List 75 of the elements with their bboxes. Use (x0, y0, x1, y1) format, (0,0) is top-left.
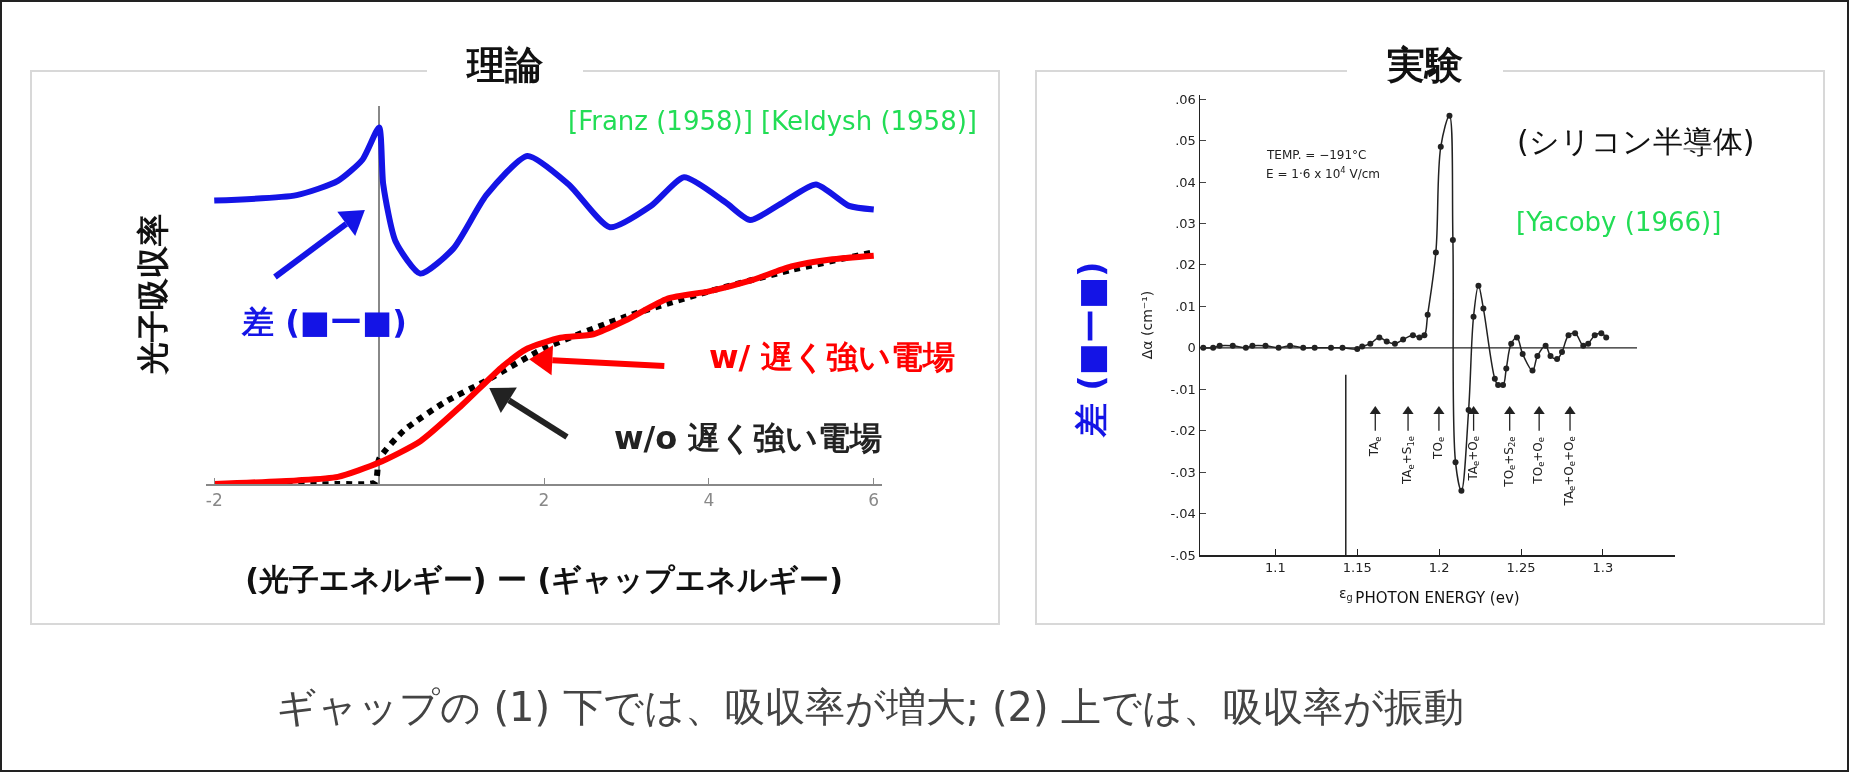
annotation: TEMP. = −191°C (1266, 148, 1367, 162)
point (1437, 143, 1444, 150)
text: ギャップの (1) 下では、吸収率が増大; (2) 上では、吸収率が振動 (274, 683, 1466, 732)
point (1519, 351, 1526, 358)
annotation: E = 1·6 x 10$^{4}$ V/cm (1266, 165, 1381, 182)
x-tick-label: 1.1 (1265, 560, 1286, 576)
point (1500, 382, 1507, 389)
point (1572, 330, 1579, 337)
y-tick-label: 0 (1187, 340, 1196, 356)
point (1432, 249, 1439, 256)
y-tick-label: .02 (1175, 257, 1196, 273)
point (1383, 338, 1390, 345)
annotation: w/o 遅く強い電場 (614, 419, 883, 457)
point (1376, 334, 1383, 341)
point (1491, 375, 1498, 382)
x-tick-label: 1.15 (1342, 560, 1372, 576)
x-tick-label: 1.3 (1592, 560, 1614, 576)
point (1421, 332, 1428, 339)
point (1391, 340, 1398, 347)
point (1547, 353, 1554, 360)
point (1446, 112, 1453, 119)
point (1554, 355, 1561, 362)
x-tick-label: 1.2 (1428, 560, 1450, 576)
x-tick-label: 6 (868, 489, 880, 510)
point (1229, 342, 1236, 349)
text: 差 (■ー■) (1070, 261, 1111, 438)
point (1598, 330, 1605, 337)
x-tick-label: 2 (538, 489, 550, 510)
annotation: (シリコン半導体) (1517, 124, 1755, 159)
point (1449, 237, 1456, 244)
point (1503, 365, 1510, 372)
point (1603, 334, 1610, 341)
point (1558, 348, 1565, 355)
point (1367, 340, 1374, 347)
annotation: 差 (■ー■) (241, 303, 407, 341)
point (1508, 340, 1515, 347)
chart-title: 理論 (427, 40, 583, 91)
point (1534, 353, 1541, 360)
point (1513, 334, 1520, 341)
point (1565, 332, 1572, 339)
x-axis-title: (光子エネルギー) ー (ギャップエネルギー) (245, 562, 843, 598)
y-tick-label: .06 (1175, 91, 1196, 107)
point (1424, 311, 1431, 318)
point (1416, 334, 1423, 341)
y-tick-label: -.02 (1170, 423, 1196, 439)
point (1480, 305, 1487, 312)
annotation: w/ 遅く強い電場 (709, 338, 956, 376)
x-tick-label: -2 (205, 489, 223, 510)
x-tick-label: 4 (703, 489, 715, 510)
y-tick-label: .05 (1175, 133, 1196, 149)
x-tick-label: 1.25 (1506, 560, 1536, 576)
point (1591, 332, 1598, 339)
point (1470, 313, 1477, 320)
point (1585, 340, 1592, 347)
y-tick-label: .01 (1175, 298, 1196, 314)
point (1452, 459, 1459, 466)
point (1409, 332, 1416, 339)
point (1400, 336, 1407, 343)
y-tick-label: .03 (1175, 216, 1196, 232)
ref-line-label: ε$_{g}$ (1339, 585, 1353, 603)
y-tick-label: .04 (1175, 174, 1196, 190)
y-tick-label: -.05 (1170, 547, 1196, 563)
chart-title: 実験 (1347, 40, 1503, 91)
x-axis-title: PHOTON ENERGY (ev) (1355, 588, 1520, 607)
y-tick-label: -.03 (1170, 464, 1196, 480)
y-axis-title: Δα (cm⁻¹) (1139, 290, 1156, 360)
point (1529, 367, 1536, 374)
point (1495, 382, 1502, 389)
annotation: [Franz (1958)] [Keldysh (1958)] (568, 106, 977, 136)
point (1475, 282, 1482, 289)
annotation: [Yacoby (1966)] (1516, 207, 1722, 237)
y-tick-label: -.04 (1170, 506, 1196, 522)
y-tick-label: -.01 (1170, 381, 1196, 397)
point (1458, 487, 1465, 494)
y-axis-title: 光子吸収率 (133, 213, 172, 376)
